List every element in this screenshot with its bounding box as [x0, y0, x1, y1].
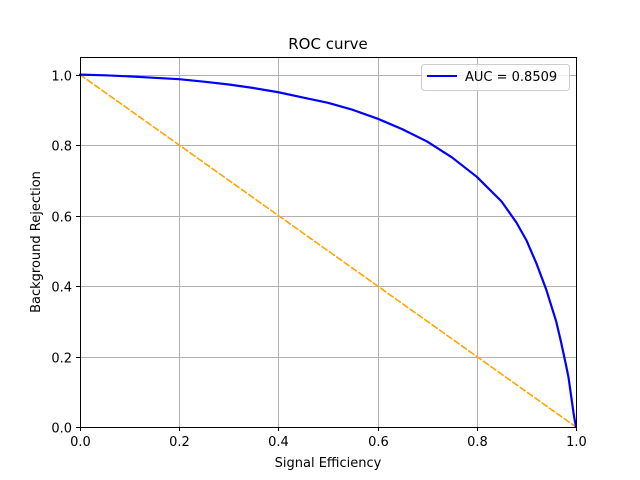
x-tick-label: 1.0	[566, 435, 587, 450]
random-classifier-line	[79, 73, 577, 428]
x-tick-label: 0.8	[467, 435, 488, 450]
legend: AUC = 0.8509	[421, 64, 570, 91]
legend-box	[421, 64, 570, 91]
series-layer	[78, 73, 578, 429]
y-axis-label: Background Rejection	[29, 171, 44, 313]
chart-title: ROC curve	[288, 35, 368, 53]
y-tick-label: 0.4	[51, 281, 72, 296]
y-tick-label: 0.8	[51, 140, 72, 155]
x-tick-label: 0.0	[70, 435, 91, 450]
x-axis-label: Signal Efficiency	[275, 456, 382, 471]
y-tick-label: 0.0	[51, 422, 72, 437]
axes-frame	[80, 57, 577, 428]
roc-curve-line	[78, 73, 578, 429]
x-tick-label: 0.2	[169, 435, 190, 450]
grid-lines	[80, 57, 577, 428]
y-tick-label: 1.0	[51, 70, 72, 85]
y-tick-label: 0.6	[51, 211, 72, 226]
x-tick-label: 0.4	[268, 435, 289, 450]
x-axis-ticks: 0.0 0.2 0.4 0.6 0.8 1.0	[70, 427, 587, 450]
legend-label-auc: AUC = 0.8509	[465, 70, 557, 85]
y-tick-label: 0.2	[51, 352, 72, 367]
y-axis-ticks: 0.0 0.2 0.4 0.6 0.8 1.0	[51, 70, 80, 437]
x-tick-label: 0.6	[368, 435, 389, 450]
